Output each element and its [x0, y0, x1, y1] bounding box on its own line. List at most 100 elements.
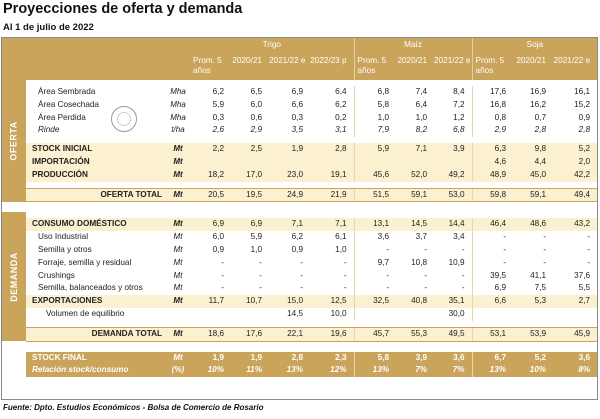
- value-cell: 7,1: [310, 218, 355, 232]
- value-cell: 7%: [396, 364, 435, 378]
- value-cell: 49,4: [553, 187, 598, 203]
- value-cell: -: [461, 244, 465, 254]
- spacer-cell: [231, 202, 269, 213]
- row-unit: Mt: [173, 283, 183, 293]
- spacer-row: [2, 341, 597, 352]
- col-header: 2020/21: [513, 54, 554, 80]
- section-band: [2, 218, 26, 232]
- spacer-cell: [472, 341, 513, 352]
- section-band: [2, 364, 26, 378]
- value-cell: -: [471, 243, 514, 257]
- value-cell: 2,9: [250, 125, 262, 135]
- section-band: [2, 351, 26, 365]
- row-unit: Mt: [166, 218, 190, 232]
- value-cell: [353, 307, 397, 321]
- col-header: Prom. 5 años: [190, 54, 231, 80]
- section-band: [2, 327, 26, 342]
- value-cell: 6,8: [453, 125, 465, 135]
- value-cell: 6,5: [250, 87, 262, 96]
- table-row: Semilla, balanceados y otros Mt - - - - - - -6,9…: [2, 282, 597, 296]
- group-maiz: Maíz: [353, 38, 473, 54]
- value-cell: -: [300, 257, 303, 267]
- value-cell: 3,5: [291, 125, 303, 135]
- value-cell: 8,2: [415, 125, 428, 135]
- column-header-row: Prom. 5 años 2020/21 2021/22 e 2022/23 p…: [2, 54, 598, 80]
- value-cell: 0,2: [335, 112, 347, 122]
- value-cell: 49,2: [434, 168, 473, 182]
- value-cell: 53,0: [434, 187, 473, 203]
- spacer-cell: [231, 341, 269, 352]
- spacer-cell: [553, 202, 597, 213]
- group-trigo: Trigo: [190, 38, 355, 54]
- section-band: [2, 282, 26, 296]
- value-cell: 11%: [231, 364, 269, 378]
- spacer-cell: [166, 202, 190, 213]
- row-unit: t/ha: [171, 125, 185, 135]
- row-label: Relación stock/consumo: [30, 364, 166, 378]
- value-cell: -: [461, 283, 465, 293]
- value-cell: 12,5: [310, 295, 355, 308]
- value-cell: 1,9: [231, 351, 269, 365]
- table-row: Forraje, semilla y residual Mt - - - -9,7 10,8…: [2, 256, 597, 270]
- row-label: EXPORTACIONES: [30, 295, 166, 308]
- row-label: Semilla, balanceados y otros: [38, 283, 143, 293]
- value-cell: 10%: [513, 364, 554, 378]
- value-cell: 8%: [553, 364, 598, 378]
- spacer-cell: [434, 341, 472, 352]
- value-cell: 1,0: [353, 111, 397, 125]
- section-band: [2, 137, 26, 144]
- value-cell: 13%: [471, 364, 514, 378]
- spacer-row: [2, 137, 597, 144]
- value-cell: 7,1: [269, 218, 310, 232]
- value-cell: 5,2: [553, 143, 598, 156]
- value-cell: 5,9: [250, 232, 262, 242]
- value-cell: 7,9: [353, 124, 397, 138]
- value-cell: [471, 307, 514, 321]
- value-cell: 19,1: [310, 168, 355, 182]
- section-band: [2, 256, 26, 270]
- row-label: Crushings: [38, 270, 75, 280]
- value-cell: 59,1: [396, 187, 435, 203]
- value-cell: 2,8: [269, 351, 310, 365]
- section-band: [2, 188, 26, 202]
- value-cell: 21,9: [310, 187, 355, 203]
- value-cell: 55,3: [396, 326, 435, 342]
- row-label: Semilla y otros: [38, 244, 92, 254]
- table-row: Área Sembrada Mha 6,2 6,5 6,9 6,4 6,8 7,4 8,4 17,…: [2, 86, 597, 99]
- section-band: [2, 168, 26, 182]
- value-cell: 10%: [190, 364, 231, 378]
- value-cell: 7,5: [534, 283, 547, 293]
- table-row: Uso Industrial Mt 6,0 5,9 6,2 6,1 3,6 3,7 3,4- - -: [2, 231, 597, 244]
- section-band: [2, 201, 26, 213]
- value-cell: 10,9: [448, 257, 465, 267]
- spacer-row: [2, 80, 597, 86]
- value-cell: 32,5: [353, 295, 397, 308]
- col-header: 2021/22 e: [434, 54, 473, 80]
- table-row: Rinde t/ha 2,6 2,9 3,5 3,1 7,9 8,2 6,8 2,9 2,8 2,8: [2, 124, 597, 138]
- value-cell: -: [221, 270, 224, 280]
- value-cell: 16,1: [574, 87, 591, 96]
- value-cell: 3,9: [434, 143, 473, 156]
- value-cell: 0,3: [291, 112, 303, 122]
- spacer-cell: [269, 341, 310, 352]
- value-cell: [513, 308, 553, 321]
- value-cell: -: [259, 270, 262, 280]
- row-label: Rinde: [38, 125, 60, 135]
- row-unit: Mt: [166, 155, 190, 169]
- value-cell: 5,9: [353, 143, 397, 156]
- value-cell: [190, 308, 231, 321]
- value-cell: -: [353, 243, 397, 257]
- value-cell: -: [221, 283, 224, 293]
- value-cell: 18,2: [190, 168, 231, 182]
- supply-demand-table: Trigo Maíz Soja Prom. 5 años 2020/21 202…: [2, 38, 598, 378]
- value-cell: 6,4: [335, 87, 347, 96]
- section-band: [2, 80, 26, 86]
- value-cell: 0,6: [250, 112, 262, 122]
- value-cell: 51,5: [353, 187, 397, 203]
- value-cell: 17,0: [231, 168, 269, 182]
- value-cell: -: [471, 231, 514, 244]
- value-cell: 1,0: [335, 244, 347, 254]
- value-cell: 19,6: [310, 326, 355, 342]
- value-cell: 6,7: [471, 351, 514, 365]
- value-cell: 45,9: [553, 326, 598, 342]
